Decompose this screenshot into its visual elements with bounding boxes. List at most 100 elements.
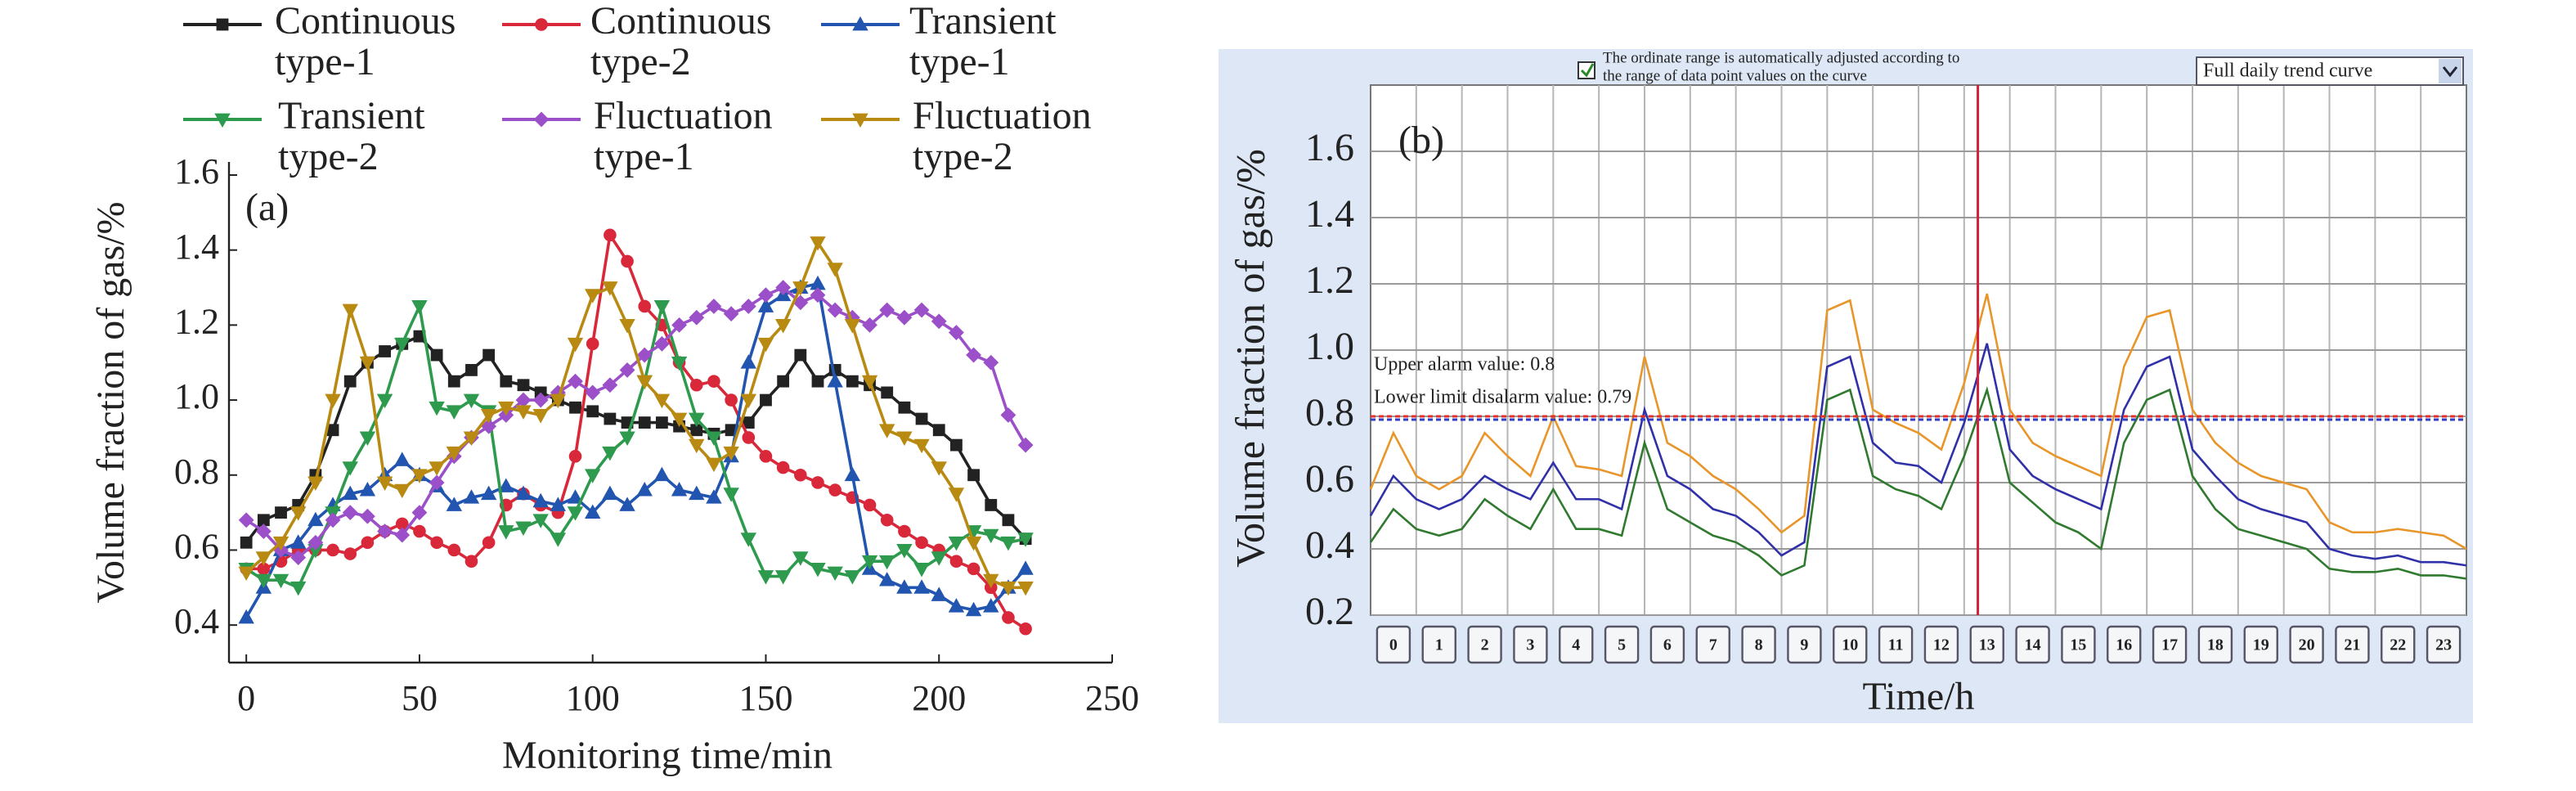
marker [619, 362, 635, 378]
marker [325, 512, 341, 528]
panel-label: (b) [1398, 119, 1444, 162]
hour-button-label: 8 [1755, 636, 1763, 654]
hour-button-label: 21 [2344, 636, 2360, 654]
hour-button-label: 1 [1435, 636, 1443, 654]
marker [429, 474, 445, 491]
hour-button[interactable] [1695, 625, 1730, 664]
marker [827, 566, 843, 582]
hour-button[interactable] [2243, 625, 2278, 664]
marker [723, 306, 739, 322]
marker [985, 499, 998, 511]
marker [794, 348, 807, 362]
hour-button-label: 20 [2299, 636, 2315, 654]
marker [671, 356, 688, 371]
marker [585, 504, 601, 519]
hour-button[interactable] [1741, 625, 1776, 664]
marker [361, 536, 375, 550]
marker [1017, 581, 1034, 596]
marker [983, 354, 999, 371]
marker [896, 309, 913, 326]
hour-button[interactable] [1833, 625, 1868, 664]
hour-button[interactable] [1969, 625, 2004, 664]
marker [602, 377, 618, 393]
hour-button[interactable] [2152, 625, 2188, 664]
hour-button[interactable] [2107, 625, 2142, 664]
marker [810, 287, 826, 303]
marker [480, 409, 497, 424]
marker [792, 551, 809, 566]
marker [740, 354, 756, 369]
marker [498, 525, 514, 540]
hour-button[interactable] [1649, 625, 1685, 664]
x-axis-title: Time/h [1863, 675, 1975, 718]
marker [240, 536, 253, 549]
marker [913, 438, 930, 454]
marker [811, 375, 824, 388]
marker [585, 469, 601, 483]
marker [569, 401, 581, 414]
hour-button[interactable] [1878, 625, 1914, 664]
marker [689, 309, 705, 326]
hour-button[interactable] [1604, 625, 1640, 664]
marker [774, 318, 792, 334]
hour-button[interactable] [1513, 625, 1548, 664]
hour-button[interactable] [2015, 625, 2050, 664]
marker [740, 299, 756, 314]
marker [932, 424, 945, 437]
hour-button[interactable] [1787, 625, 1822, 664]
marker [757, 298, 774, 312]
marker [706, 431, 722, 446]
marker [811, 476, 824, 489]
y-tick-label: 1.0 [1305, 325, 1354, 368]
dropdown[interactable] [2196, 56, 2464, 86]
marker [238, 512, 254, 528]
marker [1000, 581, 1016, 596]
marker [500, 375, 513, 388]
hour-button[interactable] [1467, 625, 1502, 664]
hour-button[interactable] [1376, 625, 1411, 664]
marker [742, 431, 756, 444]
marker [931, 313, 947, 330]
marker [586, 405, 599, 418]
marker [447, 375, 460, 388]
hour-button-label: 13 [1979, 636, 1995, 654]
hour-button[interactable] [1421, 625, 1456, 664]
hour-button[interactable] [2381, 625, 2416, 664]
legend-label: Transient type-2 [278, 94, 425, 178]
series-line [246, 231, 1027, 631]
marker [465, 364, 478, 376]
hour-button[interactable] [1559, 625, 1594, 664]
marker [376, 476, 393, 491]
hour-button-label: 5 [1618, 636, 1626, 654]
hour-button[interactable] [2426, 625, 2462, 664]
marker [931, 461, 947, 476]
marker [913, 302, 930, 318]
marker [863, 498, 877, 512]
marker [394, 483, 411, 499]
marker [359, 482, 376, 497]
hour-button[interactable] [2061, 625, 2096, 664]
y-tick-label: 0.8 [1305, 391, 1354, 434]
marker [1017, 437, 1034, 453]
marker [653, 466, 671, 482]
y-tick-label: 1.0 [174, 376, 219, 416]
dropdown-arrow [2442, 66, 2458, 78]
hour-button[interactable] [2197, 625, 2233, 664]
marker [828, 483, 841, 497]
x-tick-label: 250 [1085, 678, 1139, 718]
marker [706, 299, 722, 314]
hour-button[interactable] [2335, 625, 2370, 664]
marker [272, 536, 289, 551]
hour-button[interactable] [2289, 625, 2324, 664]
y-tick-label: 0.8 [174, 452, 219, 492]
hour-button-label: 6 [1663, 636, 1672, 654]
marker [290, 550, 307, 566]
marker [758, 287, 774, 303]
hour-button[interactable] [1923, 625, 1959, 664]
alarm-label: Lower limit disalarm value: 0.79 [1374, 387, 1631, 408]
marker [394, 527, 411, 543]
marker [965, 536, 982, 551]
checkbox-text: the range of data point values on the cu… [1603, 67, 1867, 84]
marker [343, 547, 357, 560]
